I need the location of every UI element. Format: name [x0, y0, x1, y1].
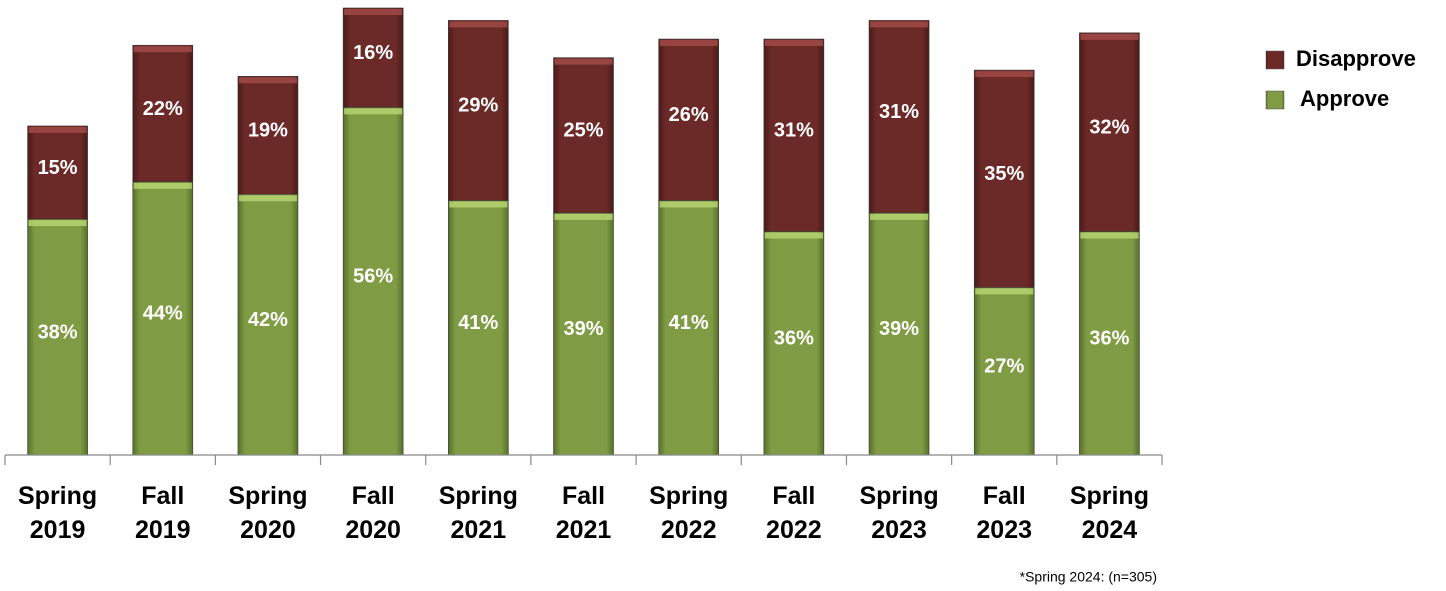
bar-segment — [237, 75, 299, 195]
value-label: 41% — [669, 312, 709, 334]
bar-bevel — [870, 213, 929, 220]
x-tick-label: Spring 2023 — [859, 482, 938, 544]
value-label: 32% — [1089, 116, 1129, 138]
value-label: 38% — [38, 321, 78, 343]
bar-bevel — [344, 108, 403, 115]
value-label: 35% — [984, 163, 1024, 185]
bar-segment — [342, 7, 404, 108]
bar-bevel — [870, 21, 929, 28]
value-label: 39% — [879, 318, 919, 340]
footnote: *Spring 2024: (n=305) — [1020, 569, 1157, 585]
bar-segment — [553, 57, 614, 214]
bar-segment — [27, 218, 88, 456]
x-tick-label: Fall 2020 — [345, 482, 401, 544]
bar-segment — [237, 193, 299, 456]
bar-segment — [763, 231, 825, 456]
bar-segment — [553, 212, 614, 456]
x-tick-label: Spring 2021 — [439, 482, 518, 544]
value-label: 25% — [563, 120, 603, 142]
x-tick-label: Spring 2020 — [228, 482, 307, 544]
bar-bevel — [344, 9, 403, 15]
value-label: 31% — [879, 101, 919, 123]
bar-bevel — [238, 195, 297, 202]
bar-segment — [1079, 231, 1140, 456]
legend-swatch — [1265, 50, 1285, 70]
x-tick-label: Spring 2022 — [649, 482, 728, 544]
bar-segment — [973, 69, 1035, 288]
x-tick-label: Fall 2022 — [766, 482, 822, 544]
bar-bevel — [764, 40, 823, 47]
value-label: 36% — [1089, 328, 1129, 350]
bar-bevel — [975, 71, 1034, 78]
bar-bevel — [1080, 232, 1139, 239]
x-tick-label: Spring 2024 — [1070, 482, 1149, 544]
bar-segment — [132, 44, 194, 183]
value-label: 42% — [248, 309, 288, 331]
bar-bevel — [449, 201, 508, 208]
value-label: 29% — [458, 95, 498, 117]
bar-bevel — [133, 46, 192, 53]
value-label: 41% — [458, 312, 498, 334]
bar-segment — [658, 200, 719, 456]
x-tick-label: Fall 2019 — [135, 482, 191, 544]
bar-bevel — [554, 213, 613, 220]
bar-bevel — [975, 288, 1034, 295]
bar-bevel — [554, 58, 613, 65]
bar-bevel — [28, 220, 87, 227]
value-label: 31% — [774, 120, 814, 142]
value-label: 22% — [143, 98, 183, 120]
bar-bevel — [659, 201, 718, 208]
bar-bevel — [133, 182, 192, 189]
bar-segment — [973, 287, 1035, 456]
legend-swatch — [1265, 90, 1285, 110]
value-label: 16% — [353, 42, 393, 64]
legend-label: Disapprove — [1296, 46, 1416, 71]
x-tick-label: Fall 2021 — [556, 482, 612, 544]
x-tick-label: Fall 2023 — [976, 482, 1032, 544]
x-tick-label: Spring 2019 — [18, 482, 97, 544]
bar-bevel — [659, 40, 718, 47]
bar-segment — [342, 107, 404, 456]
value-label: 27% — [984, 355, 1024, 377]
value-label: 26% — [669, 104, 709, 126]
legend-label: Approve — [1300, 86, 1389, 111]
bar-segment — [448, 20, 509, 201]
value-label: 15% — [38, 157, 78, 179]
bar-segment — [868, 20, 930, 214]
bar-segment — [1079, 32, 1140, 232]
bar-bevel — [1080, 33, 1139, 40]
value-label: 44% — [143, 303, 183, 325]
bar-bevel — [28, 126, 87, 133]
value-label: 36% — [774, 328, 814, 350]
bar-bevel — [449, 21, 508, 28]
bar-segment — [658, 38, 719, 201]
value-label: 19% — [248, 120, 288, 142]
bar-bevel — [238, 77, 297, 84]
value-label: 56% — [353, 265, 393, 287]
value-label: 39% — [563, 318, 603, 340]
bar-bevel — [764, 232, 823, 239]
bar-segment — [763, 38, 825, 232]
bar-segment — [868, 212, 930, 456]
bar-segment — [27, 125, 88, 220]
